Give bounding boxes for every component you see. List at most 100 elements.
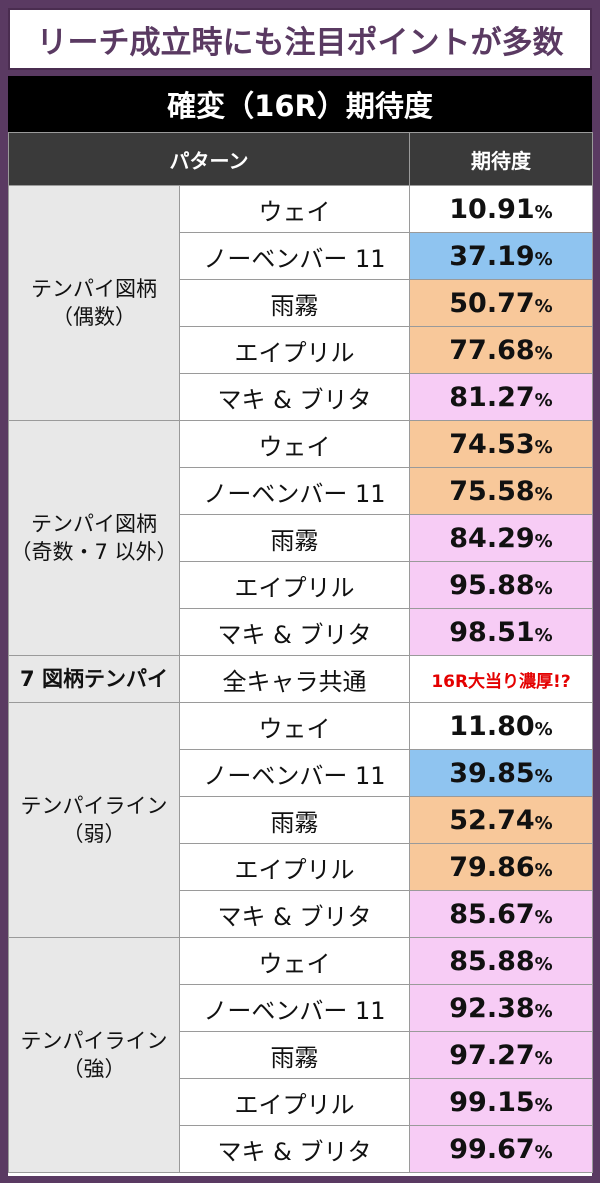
expectation-panel: 確変（16R）期待度 パターン 期待度 テンパイ図柄 （偶数） ウェイ 10.91% ノ… <box>8 76 593 1176</box>
table-row: ノーベンバー 11 37.19% <box>9 232 593 280</box>
percent-sign: % <box>534 859 553 881</box>
table-row: テンパイ図柄 （偶数） ウェイ 10.91% <box>8 185 593 421</box>
percent-sign: % <box>534 248 553 270</box>
table-body: テンパイ図柄 （偶数） ウェイ 10.91% ノーベンバー 11 37.19% 雨霧 50.7… <box>8 185 593 1173</box>
value-number: 39.85 <box>449 757 535 789</box>
group-label-line1: テンパイライン <box>20 1029 168 1053</box>
header-pattern: パターン <box>8 132 410 186</box>
pattern-name: ノーベンバー 11 <box>179 467 410 515</box>
percent-sign: % <box>534 812 553 834</box>
value-number: 81.27 <box>449 381 535 413</box>
table-row: テンパイライン （強） ウェイ 85.88% <box>8 937 593 1173</box>
table-row: テンパイ図柄 （奇数・7 以外） ウェイ 74.53% <box>8 420 593 656</box>
expectation-value: 84.29% <box>409 514 593 562</box>
group-label-line1: テンパイ図柄 <box>31 512 157 536</box>
pattern-name: ウェイ <box>179 420 410 468</box>
expectation-table: パターン 期待度 テンパイ図柄 （偶数） ウェイ 10.91% ノーベンバー 11 37.… <box>8 132 593 1173</box>
table-row: マキ & ブリタ 98.51% <box>9 608 593 656</box>
table-row: エイプリル 99.15% <box>9 1078 593 1126</box>
pattern-name: マキ & ブリタ <box>179 1125 410 1173</box>
value-number: 10.91 <box>449 193 535 225</box>
expectation-value: 85.67% <box>409 890 593 938</box>
value-number: 85.67 <box>449 898 535 930</box>
pattern-name: 雨霧 <box>179 796 410 844</box>
percent-sign: % <box>534 765 553 787</box>
value-number: 79.86 <box>449 851 535 883</box>
group-label: テンパイ図柄 （奇数・7 以外） <box>8 420 180 656</box>
expectation-value: 99.15% <box>409 1078 593 1126</box>
pattern-name: 雨霧 <box>179 1031 410 1079</box>
pattern-name: エイプリル <box>179 326 410 374</box>
percent-sign: % <box>534 201 553 223</box>
pattern-name: 雨霧 <box>179 514 410 562</box>
value-number: 84.29 <box>449 522 535 554</box>
expectation-value: 95.88% <box>409 561 593 609</box>
pattern-name: マキ & ブリタ <box>179 373 410 421</box>
table-title-bar: 確変（16R）期待度 <box>8 76 592 132</box>
table-row: ノーベンバー 11 75.58% <box>9 467 593 515</box>
percent-sign: % <box>534 906 553 928</box>
expectation-value: 74.53% <box>409 420 593 468</box>
value-number: 97.27 <box>449 1039 535 1071</box>
table-row: マキ & ブリタ 81.27% <box>9 373 593 421</box>
table-row: ノーベンバー 11 39.85% <box>9 749 593 797</box>
percent-sign: % <box>534 953 553 975</box>
pattern-name: ノーベンバー 11 <box>179 232 410 280</box>
table-row: エイプリル 77.68% <box>9 326 593 374</box>
value-number: 85.88 <box>449 945 535 977</box>
pattern-name: 雨霧 <box>179 279 410 327</box>
pattern-name: マキ & ブリタ <box>179 608 410 656</box>
pattern-name: エイプリル <box>179 1078 410 1126</box>
expectation-value: 50.77% <box>409 279 593 327</box>
table-row: テンパイライン （弱） ウェイ 11.80% <box>8 702 593 938</box>
value-number: 11.80 <box>449 710 535 742</box>
group-label: 7 図柄テンパイ <box>8 655 180 703</box>
pattern-name: マキ & ブリタ <box>179 890 410 938</box>
value-number: 50.77 <box>449 287 535 319</box>
value-number: 95.88 <box>449 569 535 601</box>
percent-sign: % <box>534 342 553 364</box>
pattern-name: ウェイ <box>179 702 410 750</box>
pattern-name: エイプリル <box>179 561 410 609</box>
percent-sign: % <box>534 1047 553 1069</box>
table-row: マキ & ブリタ 99.67% <box>9 1125 593 1173</box>
pattern-name: ウェイ <box>179 185 410 233</box>
expectation-value: 81.27% <box>409 373 593 421</box>
value-number: 75.58 <box>449 475 535 507</box>
pattern-name: ノーベンバー 11 <box>179 749 410 797</box>
expectation-value: 37.19% <box>409 232 593 280</box>
percent-sign: % <box>534 624 553 646</box>
group-label-line2: （奇数・7 以外） <box>10 540 178 564</box>
expectation-value: 79.86% <box>409 843 593 891</box>
group-label: テンパイライン （弱） <box>8 702 180 938</box>
expectation-value: 11.80% <box>409 702 593 750</box>
special-note: 16R大当り濃厚!? <box>409 655 593 703</box>
table-title: 確変（16R）期待度 <box>167 89 433 123</box>
value-number: 92.38 <box>449 992 535 1024</box>
expectation-value: 39.85% <box>409 749 593 797</box>
group-label-line1: テンパイライン <box>20 794 168 818</box>
value-number: 37.19 <box>449 240 535 272</box>
expectation-value: 77.68% <box>409 326 593 374</box>
percent-sign: % <box>534 389 553 411</box>
percent-sign: % <box>534 483 553 505</box>
value-number: 77.68 <box>449 334 535 366</box>
value-number: 99.15 <box>449 1086 535 1118</box>
group-label-line2: （強） <box>62 1057 126 1081</box>
value-number: 98.51 <box>449 616 535 648</box>
banner-title: リーチ成立時にも注目ポイントが多数 <box>36 24 564 61</box>
group-label-line2: （弱） <box>62 822 126 846</box>
expectation-value: 52.74% <box>409 796 593 844</box>
header-expectation: 期待度 <box>409 132 593 186</box>
expectation-value: 10.91% <box>409 185 593 233</box>
pattern-name: ウェイ <box>179 937 410 985</box>
expectation-value: 98.51% <box>409 608 593 656</box>
table-row: 雨霧 50.77% <box>9 279 593 327</box>
expectation-value: 97.27% <box>409 1031 593 1079</box>
group-label-line2: （偶数） <box>52 305 136 329</box>
value-number: 52.74 <box>449 804 535 836</box>
percent-sign: % <box>534 718 553 740</box>
table-row: エイプリル 79.86% <box>9 843 593 891</box>
table-row: マキ & ブリタ 85.67% <box>9 890 593 938</box>
expectation-value: 92.38% <box>409 984 593 1032</box>
